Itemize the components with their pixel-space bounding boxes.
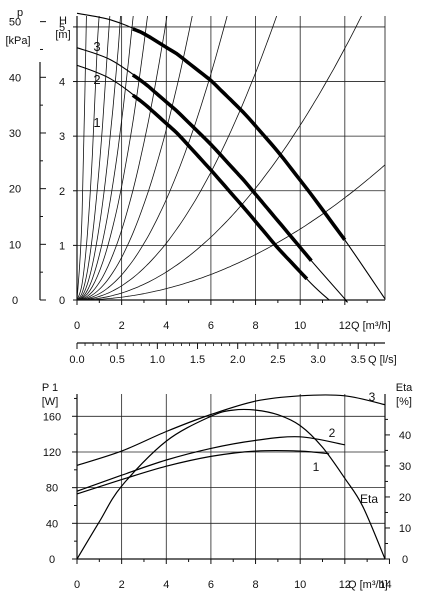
system-curve xyxy=(77,16,87,300)
system-curve xyxy=(77,16,121,300)
system-curve xyxy=(77,16,111,300)
curve-label-1: 1 xyxy=(313,460,320,474)
ls-tick-label: 3.0 xyxy=(310,354,325,366)
p1-tick-label: 40 xyxy=(46,518,58,530)
p-tick-label: 50 xyxy=(9,17,21,29)
curve-label-1: 1 xyxy=(93,115,100,130)
system-curve xyxy=(77,16,228,300)
q-axis-label: Q [m³/h] xyxy=(348,579,388,591)
efficiency-curve xyxy=(76,408,386,560)
curve-label-Eta: Eta xyxy=(360,492,378,506)
system-curve xyxy=(77,16,168,300)
q-tick-label: 14 xyxy=(379,579,391,591)
q-tick-label: 0 xyxy=(74,579,80,591)
system-curve xyxy=(77,164,385,300)
p1-tick-label: 0 xyxy=(49,554,55,566)
q-tick-label: 0 xyxy=(74,320,80,332)
pump-curve-3 xyxy=(76,12,386,300)
p-tick-label: 0 xyxy=(12,295,18,307)
system-curves xyxy=(77,16,385,300)
ls-tick-label: 0.5 xyxy=(110,354,125,366)
curve-label-3: 3 xyxy=(93,39,100,54)
eta-tick-label: 20 xyxy=(399,492,411,504)
ls-tick-label: 1.5 xyxy=(190,354,205,366)
p1-tick-label: 160 xyxy=(43,411,61,423)
operating-range-2 xyxy=(131,73,313,262)
ls-tick-label: 1.0 xyxy=(150,354,165,366)
q-tick-label: 8 xyxy=(252,320,258,332)
ls-tick-label: 2.0 xyxy=(230,354,245,366)
system-curve xyxy=(77,16,193,300)
ls-tick-label: 3.5 xyxy=(351,354,366,366)
q-tick-label: 8 xyxy=(252,579,258,591)
q-tick-label: 4 xyxy=(163,579,169,591)
system-curve xyxy=(77,16,100,300)
p1-axis-unit: [W] xyxy=(42,396,59,408)
power-curve-3 xyxy=(76,394,386,466)
h-tick-label: 4 xyxy=(59,77,65,89)
operating-range-3 xyxy=(132,27,347,241)
system-curve xyxy=(77,16,362,300)
system-curve xyxy=(77,16,134,300)
p-axis-unit: [kPa] xyxy=(5,35,30,47)
q-tick-label: 12 xyxy=(339,579,351,591)
curve-label-2: 2 xyxy=(93,72,100,87)
h-tick-label: 5 xyxy=(59,22,65,34)
q-tick-label: 2 xyxy=(119,320,125,332)
h-axis-unit: [m] xyxy=(55,29,70,41)
eta-tick-label: 30 xyxy=(399,461,411,473)
p1-axis-label: P 1 xyxy=(42,382,58,394)
h-tick-label: 0 xyxy=(59,295,65,307)
pump-curve-2 xyxy=(76,47,348,303)
q-tick-label: 2 xyxy=(119,579,125,591)
eta-axis-label: Eta xyxy=(396,382,413,394)
ls-tick-label: 2.5 xyxy=(270,354,285,366)
h-tick-label: 1 xyxy=(59,240,65,252)
p-tick-label: 40 xyxy=(9,72,21,84)
p1-tick-label: 80 xyxy=(46,483,58,495)
eta-axis-unit: [%] xyxy=(396,396,412,408)
eta-tick-label: 10 xyxy=(399,523,411,535)
curve-label-2: 2 xyxy=(329,426,336,440)
curve-label-3: 3 xyxy=(369,390,376,404)
q-tick-label: 4 xyxy=(163,320,169,332)
p-tick-label: 10 xyxy=(9,239,21,251)
q-tick-label: 10 xyxy=(294,579,306,591)
operating-range-1 xyxy=(131,93,309,281)
h-tick-label: 2 xyxy=(59,186,65,198)
system-curve xyxy=(77,16,278,300)
h-axis-label: H xyxy=(59,15,67,27)
p-tick-label: 30 xyxy=(9,128,21,140)
eta-tick-label: 40 xyxy=(399,430,411,442)
q-tick-label: 6 xyxy=(208,579,214,591)
q-tick-label: 10 xyxy=(294,320,306,332)
power-curve-1 xyxy=(76,449,330,495)
system-curve xyxy=(77,16,148,300)
q-tick-label: 6 xyxy=(208,320,214,332)
eta-tick-label: 0 xyxy=(402,554,408,566)
q-tick-label: 12 xyxy=(339,320,351,332)
p-axis-label: p xyxy=(17,7,23,19)
ls-axis-label: Q [l/s] xyxy=(368,354,397,366)
p1-tick-label: 120 xyxy=(43,447,61,459)
q-axis-label: Q [m³/h] xyxy=(351,320,391,332)
p-tick-label: 20 xyxy=(9,184,21,196)
h-tick-label: 3 xyxy=(59,131,65,143)
ls-tick-label: 0.0 xyxy=(69,354,84,366)
power-curve-2 xyxy=(76,436,345,492)
